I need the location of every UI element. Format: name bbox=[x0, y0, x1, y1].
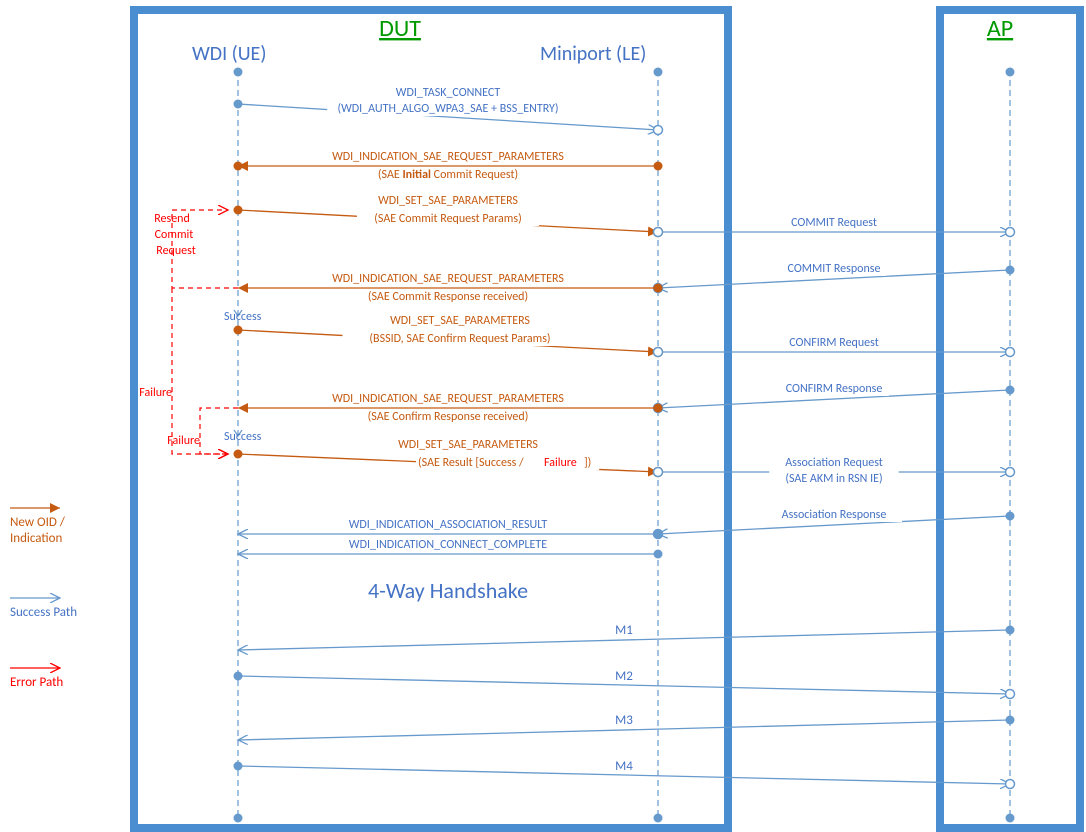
svg-text:CONFIRM Request: CONFIRM Request bbox=[789, 336, 878, 350]
lifeline-header: Miniport (LE) bbox=[540, 42, 646, 66]
svg-text:WDI_TASK_CONNECT: WDI_TASK_CONNECT bbox=[396, 86, 501, 100]
svg-text:WDI_INDICATION_ASSOCIATION_RES: WDI_INDICATION_ASSOCIATION_RESULT bbox=[349, 518, 548, 532]
assoc-response: Association Response bbox=[658, 507, 1010, 534]
task-connect: WDI_TASK_CONNECT (WDI_AUTH_ALGO_WPA3_SAE … bbox=[238, 85, 658, 130]
svg-text:COMMIT Response: COMMIT Response bbox=[788, 262, 881, 276]
m1: M1 bbox=[238, 622, 1010, 650]
set-sae-confirm: WDI_SET_SAE_PARAMETERS (BSSID, SAE Confir… bbox=[238, 313, 658, 352]
svg-text:CONFIRM Response: CONFIRM Response bbox=[786, 382, 883, 396]
annotation: Success bbox=[224, 310, 262, 324]
svg-text:M1: M1 bbox=[615, 623, 633, 638]
commit-response: COMMIT Response bbox=[658, 261, 1010, 288]
svg-text:WDI_SET_SAE_PARAMETERS: WDI_SET_SAE_PARAMETERS bbox=[398, 438, 538, 452]
error-label: Failure bbox=[139, 386, 172, 400]
svg-text:(SAE Initial Commit Request): (SAE Initial Commit Request) bbox=[378, 168, 518, 182]
ind-assoc-result: WDI_INDICATION_ASSOCIATION_RESULT bbox=[238, 517, 658, 534]
legend-label: Error Path bbox=[10, 675, 63, 690]
error-label: Commit bbox=[155, 228, 194, 242]
legend-label: Success Path bbox=[10, 605, 77, 620]
ap-title: AP bbox=[987, 14, 1013, 43]
svg-text:(SAE Confirm Response received: (SAE Confirm Response received) bbox=[368, 410, 529, 424]
lifeline-header: WDI (UE) bbox=[192, 42, 266, 66]
annotation: Success bbox=[224, 430, 262, 444]
svg-text:Failure: Failure bbox=[544, 456, 577, 470]
m2: M2 bbox=[238, 668, 1010, 694]
commit-request: COMMIT Request bbox=[658, 215, 1010, 232]
dut-title: DUT bbox=[379, 14, 421, 43]
error-label: Request bbox=[156, 244, 195, 258]
lifeline-dot bbox=[654, 814, 663, 823]
svg-text:(SAE Result [Success /: (SAE Result [Success / bbox=[418, 456, 524, 470]
ind-connect-complete: WDI_INDICATION_CONNECT_COMPLETE bbox=[238, 537, 658, 554]
svg-text:]): ]) bbox=[584, 456, 591, 470]
svg-text:(SAE Commit Response received): (SAE Commit Response received) bbox=[368, 290, 528, 304]
svg-text:M2: M2 bbox=[615, 669, 633, 684]
svg-text:WDI_INDICATION_CONNECT_COMPLET: WDI_INDICATION_CONNECT_COMPLETE bbox=[349, 538, 547, 552]
svg-text:WDI_SET_SAE_PARAMETERS: WDI_SET_SAE_PARAMETERS bbox=[390, 314, 530, 328]
svg-text:Association Response: Association Response bbox=[782, 508, 887, 522]
svg-text:COMMIT Request: COMMIT Request bbox=[791, 216, 877, 230]
lifeline-dot bbox=[234, 68, 243, 77]
svg-text:(SAE Commit Request Params): (SAE Commit Request Params) bbox=[374, 212, 521, 226]
lifeline-dot bbox=[1006, 814, 1015, 823]
svg-text:(WDI_AUTH_ALGO_WPA3_SAE + BSS_: (WDI_AUTH_ALGO_WPA3_SAE + BSS_ENTRY) bbox=[337, 102, 558, 116]
m4: M4 bbox=[238, 758, 1010, 784]
failure2 bbox=[172, 288, 228, 454]
svg-text:Association Request: Association Request bbox=[785, 456, 883, 470]
svg-text:M3: M3 bbox=[615, 713, 633, 728]
set-sae-commit: WDI_SET_SAE_PARAMETERS (SAE Commit Reques… bbox=[238, 193, 658, 232]
ind-sae-confirm-resp: WDI_INDICATION_SAE_REQUEST_PARAMETERS (SA… bbox=[238, 391, 658, 424]
confirm-request: CONFIRM Request bbox=[658, 335, 1010, 352]
svg-text:WDI_SET_SAE_PARAMETERS: WDI_SET_SAE_PARAMETERS bbox=[378, 194, 518, 208]
svg-text:WDI_INDICATION_SAE_REQUEST_PAR: WDI_INDICATION_SAE_REQUEST_PARAMETERS bbox=[332, 272, 564, 286]
svg-text:WDI_INDICATION_SAE_REQUEST_PAR: WDI_INDICATION_SAE_REQUEST_PARAMETERS bbox=[332, 392, 564, 406]
m3: M3 bbox=[238, 712, 1010, 740]
svg-text:(BSSID, SAE Confirm Request Pa: (BSSID, SAE Confirm Request Params) bbox=[369, 332, 550, 346]
assoc-request: Association Request (SAE AKM in RSN IE) bbox=[658, 455, 1010, 486]
error-label: Resend bbox=[154, 212, 190, 226]
ind-sae-initial: WDI_INDICATION_SAE_REQUEST_PARAMETERS (SA… bbox=[238, 149, 658, 182]
legend-label: New OID / bbox=[10, 515, 66, 530]
lifeline-dot bbox=[1006, 68, 1015, 77]
set-sae-result: WDI_SET_SAE_PARAMETERS (SAE Result [Succe… bbox=[238, 437, 658, 472]
svg-text:WDI_INDICATION_SAE_REQUEST_PAR: WDI_INDICATION_SAE_REQUEST_PARAMETERS bbox=[332, 150, 564, 164]
svg-text:M4: M4 bbox=[615, 759, 633, 774]
lifeline-dot bbox=[654, 68, 663, 77]
sequence-diagram: DUT AP WDI (UE) Miniport (LE) WDI_TASK_CONNE… bbox=[0, 0, 1086, 832]
svg-text:(SAE AKM in RSN IE): (SAE AKM in RSN IE) bbox=[785, 472, 882, 486]
lifeline-dot bbox=[234, 814, 243, 823]
ind-sae-commit-resp: WDI_INDICATION_SAE_REQUEST_PARAMETERS (SA… bbox=[238, 271, 658, 304]
annotation: 4-Way Handshake bbox=[368, 577, 528, 604]
confirm-response: CONFIRM Response bbox=[658, 381, 1010, 408]
legend-label: Indication bbox=[10, 531, 63, 546]
